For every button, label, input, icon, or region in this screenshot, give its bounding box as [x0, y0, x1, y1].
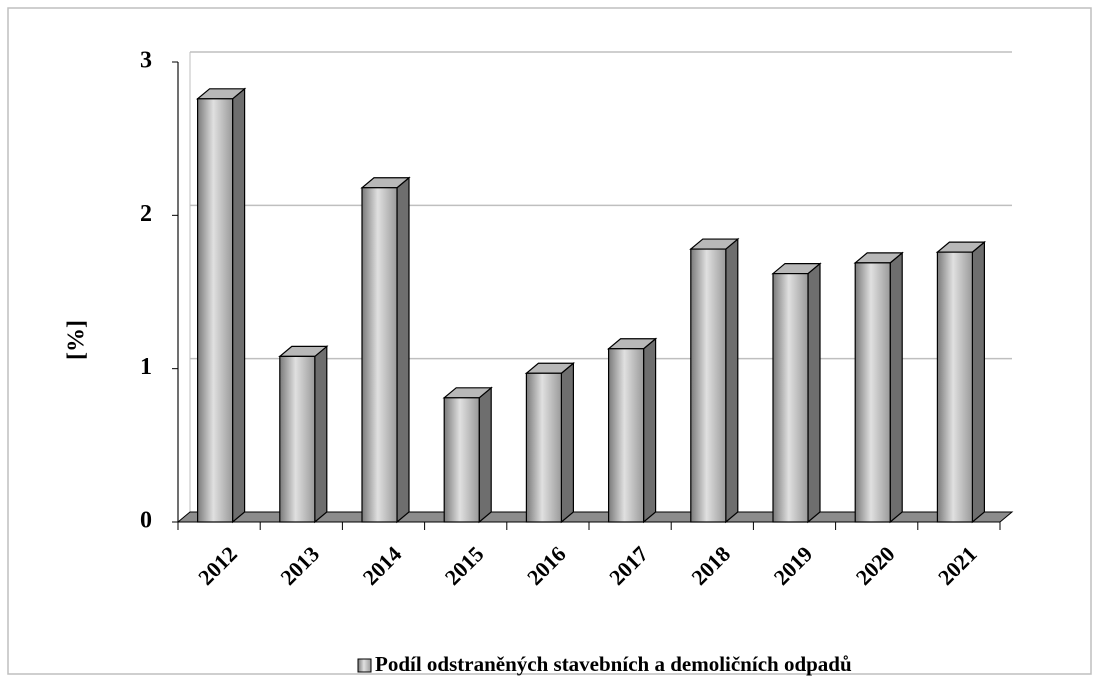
bar-side — [396, 176, 410, 524]
bar — [443, 397, 480, 523]
y-tick-label: 3 — [140, 48, 152, 74]
bar-side — [642, 337, 657, 524]
bar-side — [314, 345, 328, 524]
chart-border — [7, 7, 1092, 675]
bar-side — [807, 262, 821, 524]
bar-side — [232, 87, 246, 524]
bar — [690, 248, 727, 523]
bar-side — [478, 386, 492, 524]
bar — [854, 262, 891, 523]
y-tick-label: 1 — [140, 354, 152, 380]
bar — [772, 273, 809, 523]
y-tick-label: 2 — [140, 201, 152, 227]
bar — [607, 348, 645, 523]
legend-label: Podíl odstraněných stavebních a demoličn… — [375, 652, 852, 676]
y-axis-label: [%] — [64, 320, 90, 360]
bar-side — [560, 361, 575, 524]
legend-swatch — [357, 658, 372, 673]
bar-side — [971, 240, 986, 524]
bar — [361, 187, 398, 523]
bar-side — [889, 251, 903, 524]
bar — [197, 98, 234, 523]
bar — [936, 251, 974, 523]
bar-side — [725, 237, 739, 524]
y-tick-label: 0 — [140, 508, 152, 534]
bar — [525, 372, 563, 523]
bar — [279, 355, 316, 523]
